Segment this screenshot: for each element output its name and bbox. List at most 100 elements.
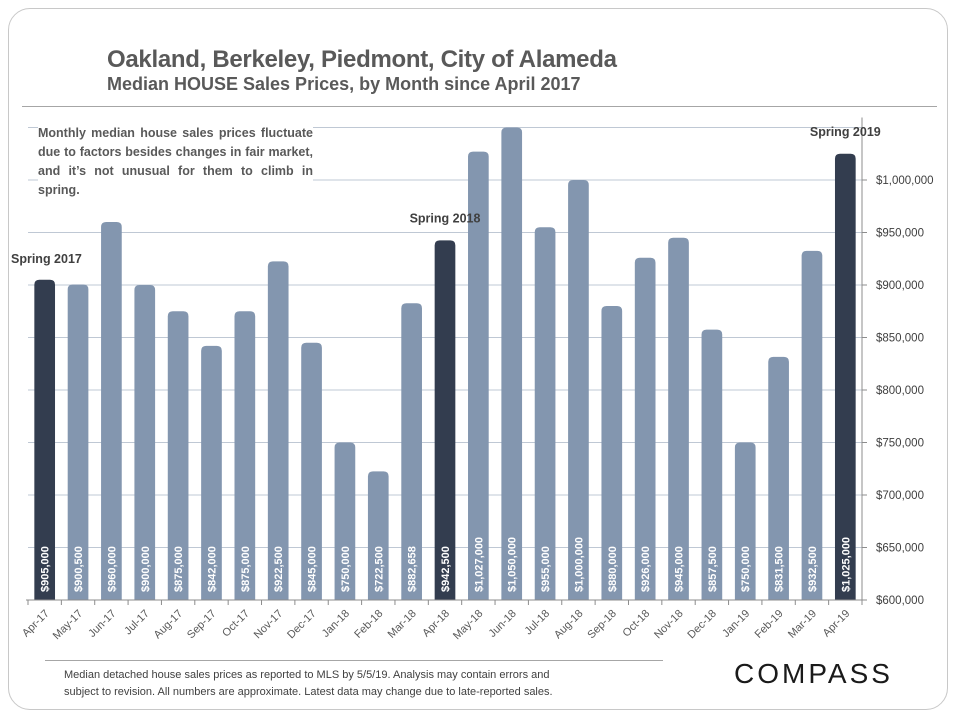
- y-tick-labels: $600,000 $650,000 $700,000 $750,000 $800,000…: [876, 175, 934, 607]
- x-tick-label: Sep-17: [185, 608, 219, 642]
- annotation-label: Spring 2017: [11, 252, 82, 266]
- footer-note: Median detached house sales prices as re…: [64, 667, 664, 701]
- bar-Mar-18: [401, 303, 422, 600]
- value-labels: $905,000 $900,500 $960,000 $900,000 $875,000…: [40, 537, 853, 592]
- bars: [34, 127, 856, 600]
- bar-Mar-19: [801, 250, 823, 600]
- value-label: $1,025,000: [840, 537, 852, 592]
- y-tick-label: $750,000: [876, 438, 924, 450]
- bar-Nov-18: [668, 237, 689, 600]
- x-tick-label: Feb-19: [753, 608, 786, 641]
- value-label: $750,000: [340, 546, 352, 592]
- axes: [26, 117, 867, 605]
- value-label: $945,000: [674, 546, 686, 592]
- annotations: Spring 2017 Spring 2018 Spring 2019: [11, 125, 881, 266]
- value-label: $932,500: [807, 546, 819, 592]
- x-tick-label: Mar-19: [786, 608, 819, 641]
- bar-Apr-17: [34, 279, 56, 600]
- value-label: $880,000: [607, 546, 619, 592]
- bar-Oct-18: [634, 257, 656, 600]
- slide-frame: [8, 8, 948, 710]
- bar-Jul-17: [134, 285, 156, 600]
- value-label: $845,000: [307, 546, 319, 592]
- value-label: $1,050,000: [507, 537, 519, 592]
- bar-May-18: [468, 151, 489, 600]
- x-tick-label: Jan-18: [320, 608, 352, 640]
- value-label: $750,000: [740, 546, 752, 592]
- y-tick-label: $650,000: [876, 543, 924, 555]
- y-tick-label: $700,000: [876, 490, 924, 502]
- bar-Oct-17: [234, 311, 256, 600]
- chart-note: Monthly median house sales prices fluctu…: [38, 124, 313, 200]
- chart-subtitle: Median HOUSE Sales Prices, by Month sinc…: [107, 74, 581, 94]
- x-tick-label: Dec-17: [285, 608, 319, 642]
- x-tick-label: Mar-18: [386, 608, 419, 641]
- value-label: $722,500: [373, 546, 385, 592]
- y-tick-label: $850,000: [876, 333, 924, 345]
- x-tick-label: Jul-17: [122, 608, 152, 638]
- x-tick-label: Jul-18: [523, 608, 553, 638]
- x-tick-label: Oct-18: [620, 608, 652, 640]
- x-tick-label: Oct-17: [220, 608, 252, 640]
- y-tick-label: $600,000: [876, 595, 924, 607]
- value-label: $922,500: [273, 546, 285, 592]
- chart-title: Oakland, Berkeley, Piedmont, City of Ala…: [107, 46, 617, 73]
- x-tick-label: Aug-17: [152, 608, 186, 642]
- footer-line-2: subject to revision. All numbers are app…: [64, 686, 553, 698]
- value-label: $842,000: [206, 546, 218, 592]
- bar-Sep-17: [201, 345, 222, 600]
- y-tick-label: $800,000: [876, 385, 924, 397]
- bar-Jan-18: [334, 442, 356, 600]
- x-tick-label: Apr-18: [420, 608, 452, 640]
- bar-May-17: [67, 284, 89, 600]
- annotation-label: Spring 2018: [410, 211, 481, 225]
- value-label: $875,000: [173, 546, 185, 592]
- x-tick-label: May-17: [51, 608, 85, 642]
- x-tick-label: Jan-19: [720, 608, 752, 640]
- footer-line-1: Median detached house sales prices as re…: [64, 669, 550, 681]
- bar-Apr-18: [434, 240, 456, 600]
- bar-Aug-18: [568, 180, 589, 600]
- value-label: $831,500: [774, 546, 786, 592]
- title-divider: [22, 106, 937, 107]
- x-tick-label: Aug-18: [552, 608, 586, 642]
- annotation-label: Spring 2019: [810, 125, 881, 139]
- bar-Nov-17: [267, 261, 289, 600]
- x-tick-label: Apr-17: [20, 608, 52, 640]
- value-label: $905,000: [40, 546, 52, 592]
- value-label: $1,000,000: [573, 537, 585, 592]
- value-label: $875,000: [240, 546, 252, 592]
- bar-Apr-19: [834, 153, 856, 600]
- bar-Jul-18: [534, 227, 556, 600]
- x-tick-label: Nov-17: [252, 608, 286, 642]
- value-label: $900,000: [140, 546, 152, 592]
- compass-logo: COMPASS: [734, 658, 893, 689]
- y-tick-label: $1,000,000: [876, 175, 934, 187]
- value-label: $942,500: [440, 546, 452, 592]
- x-tick-label: Dec-18: [685, 608, 719, 642]
- x-tick-label: May-18: [451, 608, 485, 642]
- y-tick-label: $950,000: [876, 228, 924, 240]
- value-label: $960,000: [106, 546, 118, 592]
- value-label: $926,000: [640, 546, 652, 592]
- bar-Jan-19: [734, 442, 756, 600]
- bar-Feb-18: [367, 471, 389, 600]
- value-label: $882,658: [407, 546, 419, 592]
- x-tick-label: Jun-17: [86, 608, 118, 640]
- bar-Jun-18: [501, 127, 523, 600]
- x-tick-label: Jun-18: [487, 608, 519, 640]
- bar-Dec-17: [301, 342, 322, 600]
- bar-Aug-17: [167, 311, 189, 600]
- bar-Feb-19: [768, 356, 789, 600]
- bar-Dec-18: [701, 329, 723, 600]
- x-tick-label: Sep-18: [585, 608, 619, 642]
- x-tick-label: Nov-18: [652, 608, 686, 642]
- x-tick-label: Feb-18: [352, 608, 385, 641]
- value-label: $857,500: [707, 546, 719, 592]
- bar-Sep-18: [601, 306, 623, 600]
- y-tick-label: $900,000: [876, 280, 924, 292]
- value-label: $900,500: [73, 546, 85, 592]
- footer-divider: [45, 660, 663, 661]
